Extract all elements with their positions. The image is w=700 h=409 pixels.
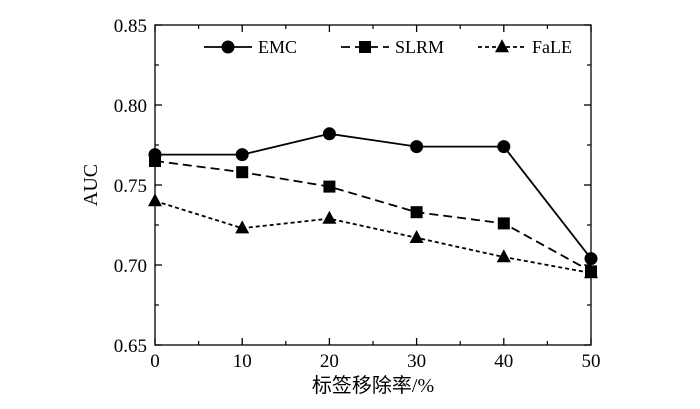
data-point-emc <box>584 252 598 266</box>
y-tick-label: 0.70 <box>114 256 147 277</box>
data-point-fale <box>148 193 162 207</box>
data-point-slrm <box>497 217 510 230</box>
legend-entry-emc: EMC <box>204 37 297 57</box>
legend-entry-fale: FaLE <box>478 37 572 57</box>
series-line-fale <box>154 200 592 274</box>
legend-label: SLRM <box>395 37 444 57</box>
legend-marker <box>359 41 371 53</box>
legend-label: EMC <box>258 37 297 57</box>
x-tick-label: 30 <box>407 351 426 372</box>
series-layer <box>148 127 598 279</box>
data-point-fale <box>496 249 511 263</box>
ticks-layer: 0 10 20 30 40 50 0.65 0.70 0.75 0.80 0.85 <box>114 16 601 372</box>
data-point-emc <box>235 148 249 162</box>
legend: EMC SLRM FaLE <box>204 37 572 57</box>
x-tick-label: 40 <box>494 351 513 372</box>
series-fale <box>148 193 598 279</box>
data-point-slrm <box>323 180 336 193</box>
x-tick-label: 20 <box>320 351 339 372</box>
y-tick-label: 0.75 <box>114 176 147 197</box>
y-tick-label: 0.80 <box>114 96 147 117</box>
y-tick-label: 0.85 <box>114 16 147 37</box>
data-point-slrm <box>410 206 423 219</box>
x-tick-label: 0 <box>150 351 160 372</box>
legend-entry-slrm: SLRM <box>341 37 444 57</box>
data-point-fale <box>584 265 598 279</box>
data-point-slrm <box>236 166 249 179</box>
legend-marker <box>221 40 235 54</box>
y-tick-label: 0.65 <box>114 336 147 357</box>
data-point-emc <box>410 140 424 154</box>
data-point-emc <box>497 140 511 154</box>
data-point-slrm <box>149 155 161 167</box>
series-line-slrm <box>154 160 592 273</box>
series-line-emc <box>155 132 592 260</box>
x-tick-label: 10 <box>233 351 252 372</box>
data-point-emc <box>322 127 336 141</box>
data-point-fale <box>409 230 424 243</box>
y-axis-title: AUC <box>80 164 102 206</box>
data-point-fale <box>322 210 337 224</box>
x-axis-title: 标签移除率/% <box>312 374 434 397</box>
series-emc <box>148 127 598 266</box>
data-point-fale <box>235 220 250 234</box>
plot-frame <box>154 24 592 346</box>
series-slrm <box>149 155 597 278</box>
legend-label: FaLE <box>532 37 572 57</box>
x-tick-label: 50 <box>582 351 601 372</box>
legend-marker <box>495 39 509 53</box>
